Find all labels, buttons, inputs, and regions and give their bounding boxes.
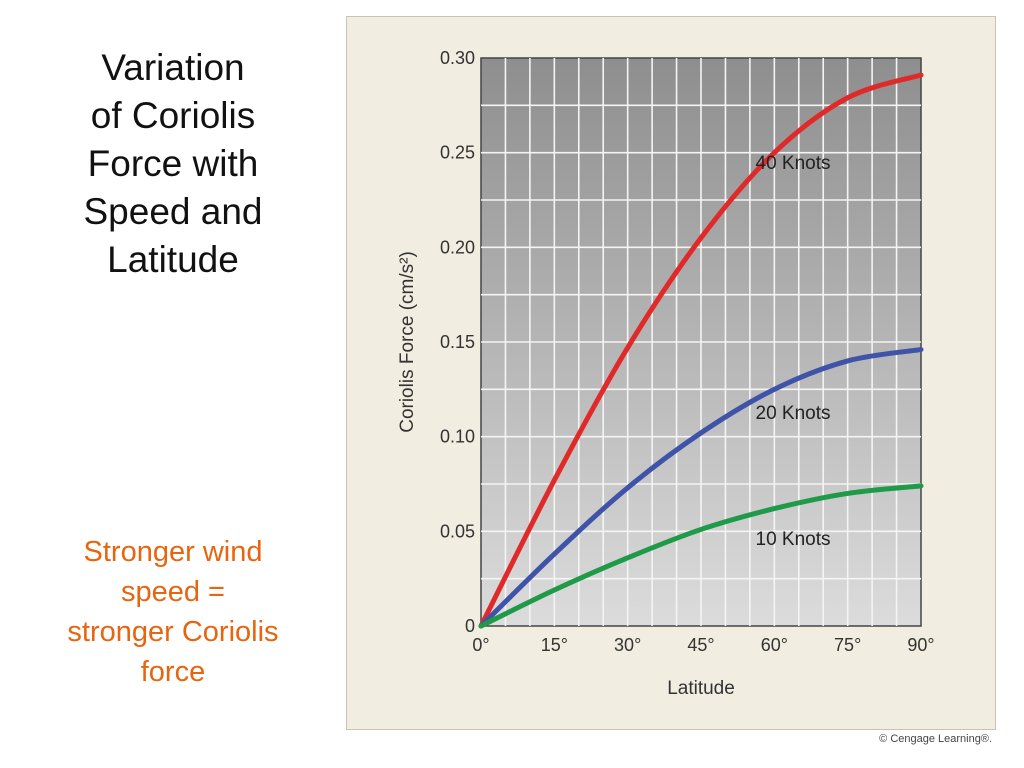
y-tick-label: 0.30	[440, 48, 475, 68]
series-label-1: 40 Knots	[756, 153, 831, 174]
series-line-3	[478, 483, 924, 629]
x-tick-label: 90°	[907, 635, 934, 655]
series-line-2	[478, 347, 924, 629]
series-labels: 40 Knots 20 Knots 10 Knots	[756, 153, 831, 550]
x-tick-label: 0°	[472, 635, 489, 655]
y-tick-label: 0.25	[440, 143, 475, 163]
y-tick-label: 0.15	[440, 332, 475, 352]
series-line-1	[478, 72, 924, 629]
series-lines	[478, 72, 924, 629]
y-tick-label: 0	[465, 616, 475, 636]
tick-labels: 0° 15° 30° 45° 60° 75° 90° 0 0.05 0.10 0.15 0.20 0.2…	[440, 48, 935, 655]
slide-note: Stronger wind speed = stronger Coriolis …	[67, 536, 279, 688]
copyright-credit: © Cengage Learning®.	[879, 733, 992, 745]
y-tick-label: 0.10	[440, 427, 475, 447]
x-tick-label: 45°	[687, 635, 714, 655]
y-tick-label: 0.05	[440, 521, 475, 541]
x-tick-label: 75°	[834, 635, 861, 655]
coriolis-chart: 0° 15° 30° 45° 60° 75° 90° 0 0.05 0.10 0.15 0.20 0.2…	[397, 48, 935, 699]
x-axis-title: Latitude	[667, 678, 735, 699]
x-tick-label: 15°	[541, 635, 568, 655]
series-label-2: 20 Knots	[756, 403, 831, 424]
y-tick-label: 0.20	[440, 237, 475, 257]
x-tick-label: 30°	[614, 635, 641, 655]
slide-title: Variation of Coriolis Force with Speed a…	[83, 47, 263, 280]
figure-panel: 0° 15° 30° 45° 60° 75° 90° 0 0.05 0.10 0.15 0.20 0.2…	[346, 16, 996, 730]
series-label-3: 10 Knots	[756, 529, 831, 550]
y-axis-title: Coriolis Force (cm/s²)	[397, 251, 418, 433]
x-tick-label: 60°	[761, 635, 788, 655]
